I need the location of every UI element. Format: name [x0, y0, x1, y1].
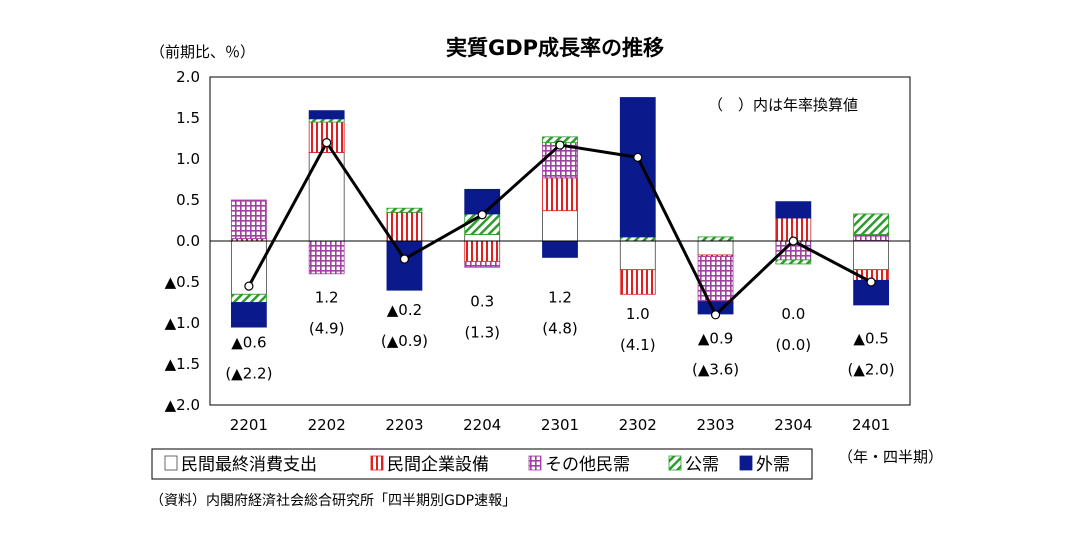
bar-segment: [308, 118, 345, 123]
qoq-label: ▲0.2: [387, 301, 422, 319]
y-unit-label: （前期比、％）: [150, 43, 255, 61]
x-tick-label: 2203: [385, 416, 423, 434]
qoq-label: 1.2: [315, 289, 339, 307]
legend-box: [151, 448, 813, 480]
bar-segment: [230, 199, 267, 239]
bar-segment: [386, 240, 423, 291]
legend-swatch: [370, 455, 384, 471]
qoq-label: ▲0.6: [231, 334, 266, 352]
y-tick-label: 1.0: [176, 150, 200, 168]
bar-segment: [308, 110, 345, 120]
x-tick-label: 2204: [463, 416, 501, 434]
bar-segment: [464, 240, 501, 262]
bar-segment: [619, 97, 656, 238]
bar-segment: [464, 261, 501, 268]
y-tick-label: ▲2.0: [165, 396, 200, 414]
x-tick-label: 2303: [696, 416, 734, 434]
y-tick-label: ▲1.5: [165, 355, 200, 373]
y-tick-label: 0.0: [176, 232, 200, 250]
bar-segment: [775, 201, 812, 219]
x-tick-label: 2401: [852, 416, 890, 434]
legend-swatch: [668, 455, 682, 471]
legend-swatch: [739, 455, 753, 471]
qoq-label: ▲0.9: [698, 330, 733, 348]
annualized-label: (▲3.6): [692, 361, 739, 379]
qoq-label: ▲0.5: [853, 330, 888, 348]
bar-segment: [230, 302, 267, 328]
gdp-line-series: [244, 138, 876, 320]
annualized-label: (▲0.9): [381, 332, 428, 350]
bar-segment: [853, 234, 890, 242]
bar-segment: [542, 240, 578, 258]
bar-segment: [775, 259, 812, 265]
legend: 民間最終消費支出 民間企業設備 その他民需 公需 外需: [164, 455, 790, 475]
x-tick-label: 2202: [308, 416, 346, 434]
qoq-label: 0.3: [470, 293, 494, 311]
bar-segment: [542, 177, 578, 212]
annualized-label: (▲2.0): [848, 361, 895, 379]
legend-swatch: [164, 455, 178, 471]
legend-label: 民間最終消費支出: [181, 455, 317, 475]
annualized-label: (1.3): [464, 324, 500, 342]
annualized-label: (▲2.2): [225, 365, 272, 383]
x-axis: 2201 2202 2203 2204 2301 2302 2303 2304 2401: [230, 416, 890, 434]
x-unit-label: （年・四半期）: [838, 448, 943, 466]
legend-label: 外需: [756, 455, 790, 475]
y-tick-label: 0.5: [176, 191, 200, 209]
y-tick-label: ▲0.5: [165, 273, 200, 291]
annual-rate-note: （ ）内は年率換算値: [708, 96, 858, 114]
legend-swatch: [528, 455, 542, 471]
x-tick-label: 2201: [230, 416, 268, 434]
annualized-label: (4.8): [542, 320, 578, 338]
chart-title: 実質GDP成長率の推移: [446, 36, 664, 60]
bar-segment: [853, 240, 890, 271]
bar-segment: [542, 210, 578, 242]
gdp-point: [244, 281, 254, 291]
value-labels: ▲0.6 (▲2.2) 1.2 (4.9) ▲0.2 (▲0.9) 0.3 (1.3) 1.2 (…: [225, 289, 894, 383]
annualized-label: (4.1): [620, 336, 656, 354]
qoq-label: 1.2: [548, 289, 572, 307]
gdp-point: [788, 236, 798, 246]
qoq-label: 1.0: [626, 305, 650, 323]
bar-segment: [464, 188, 501, 215]
legend-label: 民間企業設備: [387, 455, 489, 475]
bar-segment: [697, 256, 734, 303]
bar-segment: [386, 211, 423, 242]
bar-segment: [619, 240, 656, 271]
y-axis: 2.0 1.5 1.0 0.5 0.0 ▲0.5 ▲1.0 ▲1.5 ▲2.0: [165, 68, 200, 414]
bar-segment: [230, 293, 267, 303]
bar-segment: [697, 240, 734, 256]
legend-label: 公需: [685, 455, 719, 475]
stacked-bars: [230, 97, 890, 328]
gdp-point: [477, 210, 487, 220]
y-tick-label: 2.0: [176, 68, 200, 86]
y-tick-label: ▲1.0: [165, 314, 200, 332]
bar-segment: [308, 240, 345, 275]
source-note: （資料）内閣府経済社会総合研究所「四半期別GDP速報」: [150, 493, 516, 509]
bar-segment: [308, 121, 345, 153]
bar-segment: [697, 236, 734, 242]
gdp-point: [399, 254, 410, 264]
bar-segment: [464, 234, 501, 242]
bar-segment: [619, 269, 656, 295]
x-tick-label: 2301: [541, 416, 579, 434]
bar-segment: [619, 236, 656, 242]
annualized-label: (4.9): [309, 320, 345, 338]
legend-label: その他民需: [545, 455, 630, 475]
bar-segment: [853, 213, 890, 235]
annualized-label: (0.0): [776, 336, 812, 354]
y-tick-label: 1.5: [176, 109, 200, 127]
bar-segment: [386, 207, 423, 213]
x-tick-label: 2304: [774, 416, 812, 434]
gdp-point: [866, 277, 876, 287]
x-tick-label: 2302: [619, 416, 657, 434]
gdp-point: [710, 310, 721, 320]
gdp-point: [322, 138, 332, 148]
gdp-point: [555, 140, 565, 150]
gdp-point: [633, 152, 643, 162]
qoq-label: 0.0: [781, 305, 805, 323]
